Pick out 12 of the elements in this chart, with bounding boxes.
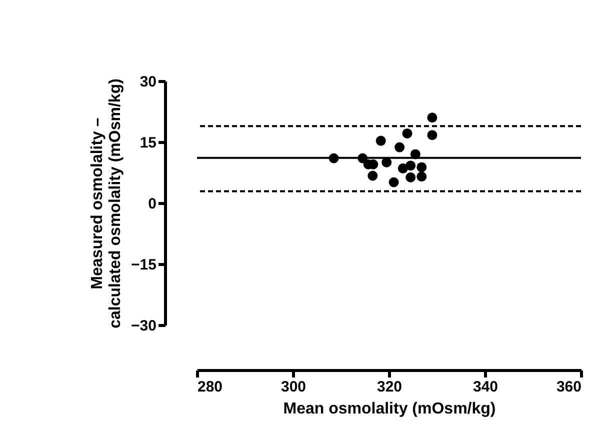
y-tick-label: −15 bbox=[131, 256, 156, 274]
x-tick-label: 360 bbox=[556, 378, 582, 396]
x-tick-label: 300 bbox=[280, 378, 306, 396]
x-axis-title: Mean osmolality (mOsm/kg) bbox=[283, 400, 496, 418]
y-tick-label: 0 bbox=[148, 196, 156, 212]
x-tick-label: 280 bbox=[198, 378, 223, 396]
x-tick-label: 340 bbox=[472, 378, 498, 396]
y-axis-title: Measured osmolality – calculated osmolality (mOsm/kg) bbox=[89, 78, 124, 328]
y-tick-label: −30 bbox=[131, 318, 156, 334]
y-tick-label: 15 bbox=[140, 134, 156, 152]
x-tick-label: 320 bbox=[376, 378, 402, 396]
y-tick-label: 30 bbox=[140, 74, 156, 90]
